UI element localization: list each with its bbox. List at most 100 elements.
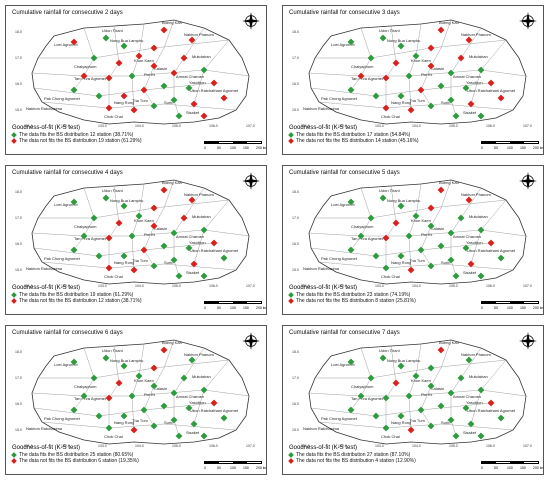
station-marker-fit [382, 264, 390, 272]
latitude-tick: 17.0 [292, 216, 299, 220]
place-label: Nong Bua Lamphu [110, 38, 143, 43]
station-marker-fit [150, 382, 158, 390]
station-marker-fit [347, 246, 355, 254]
place-label: Nong Bua Lamphu [387, 198, 420, 203]
place-label: Bueng Kan [439, 20, 459, 25]
latitude-tick: 16.0 [292, 82, 299, 86]
station-marker-fit [200, 272, 208, 280]
longitude-tick: 101.0 [24, 124, 33, 128]
latitude-tick: 17.0 [15, 376, 22, 380]
place-label: Ubon Ratchathani Agromet [190, 248, 239, 253]
station-marker-fit [128, 392, 136, 400]
province-boundary [38, 39, 230, 59]
place-label: Tha Tum [132, 258, 148, 263]
place-label: Khon Kaen [134, 58, 154, 63]
longitude-tick: 103.0 [375, 124, 384, 128]
station-marker-notfit [437, 186, 445, 194]
station-marker-fit [120, 412, 128, 420]
scale-label: 100 [230, 146, 236, 150]
place-label: Kalasin [154, 66, 167, 71]
station-marker-fit [477, 386, 485, 394]
station-marker-fit [367, 214, 375, 222]
place-label: Mukdahan [192, 214, 211, 219]
place-label: Roi Et [144, 232, 156, 237]
place-label: Loei Agromet [54, 362, 78, 367]
legend-item-notfit: The data not fits the BS distribution 12… [11, 298, 222, 304]
station-marker-fit [170, 416, 178, 424]
province-map: 101.0 102.0 103.0 104.0 105.0 106.0 107.0 18.0 1… [15, 339, 255, 448]
province-boundary [408, 183, 422, 271]
station-marker-fit [175, 272, 183, 280]
scale-bar: 0 50 100 150 200 km [204, 460, 266, 470]
place-label: Chaiyaphum [74, 224, 97, 229]
place-label: Amnat Charoen [453, 394, 481, 399]
scale-bar-graphic [204, 301, 262, 304]
longitude-tick: 106.0 [486, 124, 495, 128]
place-label: Khon Kaen [134, 378, 154, 383]
station-marker-notfit [150, 204, 158, 212]
place-label: Nakhon Ratchasima [26, 106, 63, 111]
station-marker-notfit [210, 399, 218, 407]
legend-item-notfit: The data not fits the BS distribution 4 … [288, 458, 499, 464]
place-label: Chok Chai [104, 434, 123, 439]
latitude-tick: 18.0 [292, 190, 299, 194]
place-label: Yasothon [189, 80, 206, 85]
place-label: Tan Phra Agromet [351, 236, 384, 241]
station-marker-fit [452, 432, 460, 440]
province-boundary [350, 187, 372, 251]
station-marker-notfit [130, 266, 138, 274]
latitude-tick: 17.0 [292, 376, 299, 380]
longitude-tick: 106.0 [209, 124, 218, 128]
station-marker-notfit [200, 112, 208, 120]
station-marker-notfit [427, 204, 435, 212]
station-marker-fit [477, 226, 485, 234]
station-marker-notfit [190, 100, 198, 108]
place-label: Udon Thani [379, 348, 400, 353]
station-marker-fit [95, 412, 103, 420]
station-marker-fit [397, 362, 405, 370]
legend: Goodness-of-fit (K-S test) The data fits … [288, 285, 499, 313]
station-marker-fit [367, 374, 375, 382]
province-boundary [73, 187, 95, 251]
station-marker-notfit [427, 44, 435, 52]
legend-notfit-label: The data not fits the BS distribution 12… [19, 298, 142, 304]
scale-label: 50 [494, 466, 498, 470]
place-label: Kalasin [154, 226, 167, 231]
station-marker-fit [102, 354, 110, 362]
station-marker-fit [452, 112, 460, 120]
station-marker-notfit [487, 79, 495, 87]
station-marker-notfit [392, 219, 400, 227]
place-label: Yasothon [189, 400, 206, 405]
scale-bar-graphic [204, 461, 262, 464]
legend-title: Goodness-of-fit (K-S test) [289, 445, 358, 451]
longitude-tick: 104.0 [412, 284, 421, 288]
place-label: Surin [164, 260, 173, 265]
province-boundary [108, 25, 120, 108]
station-marker-notfit [80, 72, 88, 80]
longitude-tick: 107.0 [523, 124, 532, 128]
station-marker-fit [447, 69, 455, 77]
station-marker-fit [457, 374, 465, 382]
station-marker-fit [357, 232, 365, 240]
scale-bar-graphic [481, 301, 539, 304]
place-label: Kalasin [431, 226, 444, 231]
province-map: 101.0 102.0 103.0 104.0 105.0 106.0 107.0 18.0 1… [292, 179, 532, 288]
province-map: 101.0 102.0 103.0 104.0 105.0 106.0 107.0 18.0 1… [292, 19, 532, 128]
station-marker-fit [175, 112, 183, 120]
station-marker-fit [150, 262, 158, 270]
station-marker-notfit [105, 264, 113, 272]
province-boundary [38, 359, 230, 379]
station-marker-fit [120, 42, 128, 50]
station-marker-fit [427, 102, 435, 110]
station-marker-fit [397, 202, 405, 210]
station-marker-notfit [140, 86, 148, 94]
station-marker-fit [467, 420, 475, 428]
legend-item-fit: The data fits the BS distribution 19 sta… [11, 292, 222, 298]
station-marker-fit [452, 272, 460, 280]
province-boundary [108, 345, 120, 428]
place-label: Tan Phra Agromet [74, 236, 107, 241]
place-label: Udon Thani [102, 28, 123, 33]
station-marker-fit [372, 92, 380, 100]
longitude-tick: 105.0 [172, 284, 181, 288]
scale-label: 0 [204, 466, 206, 470]
